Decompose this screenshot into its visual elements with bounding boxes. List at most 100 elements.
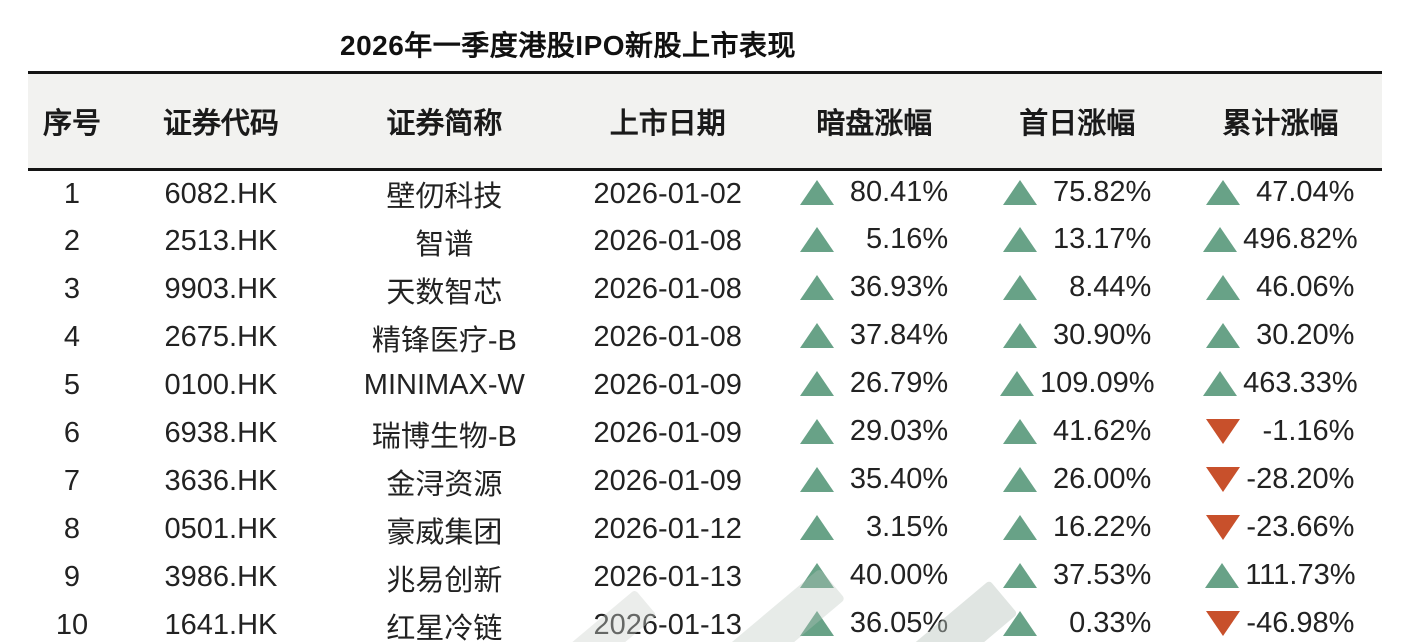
stock-code: 3636.HK — [164, 465, 278, 497]
listing-date: 2026-01-09 — [593, 417, 742, 449]
header-index: 序号 — [42, 108, 101, 140]
table-row: 9 3986.HK 兆易创新 2026-01-13 40.00% 37.53% … — [28, 554, 1382, 602]
stock-name: 智谱 — [415, 228, 474, 261]
cumulative-gain-cell: -1.16% — [1179, 410, 1382, 458]
listing-date: 2026-01-09 — [593, 465, 742, 497]
down-triangle-icon — [1206, 515, 1241, 540]
up-triangle-icon — [1003, 275, 1038, 300]
up-triangle-icon — [800, 419, 835, 444]
stock-name: 精锋医疗-B — [371, 324, 517, 357]
header-dark-pool-gain: 暗盘涨幅 — [816, 108, 933, 140]
table-row: 5 0100.HK MINIMAX-W 2026-01-09 26.79% 10… — [28, 362, 1382, 410]
row-index: 6 — [63, 417, 81, 449]
up-triangle-icon — [1003, 515, 1038, 540]
stock-name: MINIMAX-W — [363, 369, 525, 401]
cumulative-gain-cell: 46.06% — [1179, 266, 1382, 314]
page-title: 2026年一季度港股IPO新股上市表现 — [340, 30, 797, 61]
up-triangle-icon — [1203, 371, 1238, 396]
cumulative-gain-cell: 463.33% — [1179, 362, 1382, 410]
table-row: 2 2513.HK 智谱 2026-01-08 5.16% 13.17% 496… — [28, 218, 1382, 266]
up-triangle-icon — [1206, 179, 1241, 205]
stock-code: 2675.HK — [164, 321, 278, 353]
row-index: 3 — [63, 273, 81, 305]
first-day-gain-cell: 109.09% — [976, 362, 1179, 410]
cumulative-gain-cell: 496.82% — [1179, 218, 1382, 266]
dark-pool-gain-cell: 40.00% — [773, 554, 976, 602]
cumulative-gain-cell: -23.66% — [1179, 506, 1382, 554]
up-triangle-icon — [800, 371, 835, 396]
first-day-gain-cell: 13.17% — [976, 218, 1179, 266]
listing-date: 2026-01-12 — [593, 513, 742, 545]
up-triangle-icon — [800, 563, 835, 588]
table-header: 序号 证券代码 证券简称 上市日期 暗盘涨幅 首日涨幅 累计涨幅 — [28, 72, 1382, 170]
stock-name: 豪威集团 — [386, 516, 503, 549]
up-triangle-icon — [800, 323, 835, 348]
ipo-table: 序号 证券代码 证券简称 上市日期 暗盘涨幅 首日涨幅 累计涨幅 1 6082.… — [28, 71, 1382, 642]
table-row: 7 3636.HK 金浔资源 2026-01-09 35.40% 26.00% … — [28, 458, 1382, 506]
dark-pool-gain-cell: 36.05% — [773, 602, 976, 642]
table-row: 4 2675.HK 精锋医疗-B 2026-01-08 37.84% 30.90… — [28, 314, 1382, 362]
up-triangle-icon — [800, 227, 835, 252]
up-triangle-icon — [1205, 563, 1240, 588]
up-triangle-icon — [1203, 227, 1238, 252]
table-row: 3 9903.HK 天数智芯 2026-01-08 36.93% 8.44% 4… — [28, 266, 1382, 314]
stock-code: 6082.HK — [164, 177, 278, 210]
table-row: 10 1641.HK 红星冷链 2026-01-13 36.05% 0.33% … — [28, 602, 1382, 642]
row-index: 4 — [63, 321, 81, 353]
stock-code: 3986.HK — [164, 561, 278, 593]
header-row: 序号 证券代码 证券简称 上市日期 暗盘涨幅 首日涨幅 累计涨幅 — [28, 72, 1382, 170]
header-stock-name: 证券简称 — [386, 108, 503, 140]
row-index: 5 — [63, 369, 81, 401]
cumulative-gain-cell: -46.98% — [1179, 602, 1382, 642]
first-day-gain-cell: 16.22% — [976, 506, 1179, 554]
dark-pool-gain-cell: 35.40% — [773, 458, 976, 506]
header-listing-date: 上市日期 — [609, 108, 726, 140]
stock-name: 瑞博生物-B — [371, 420, 517, 453]
stock-name: 壁仞科技 — [386, 181, 503, 214]
stock-code: 0501.HK — [164, 513, 278, 545]
cumulative-gain-cell: 111.73% — [1179, 554, 1382, 602]
up-triangle-icon — [1003, 611, 1038, 636]
dark-pool-gain-cell: 29.03% — [773, 410, 976, 458]
cumulative-gain-cell: -28.20% — [1179, 458, 1382, 506]
up-triangle-icon — [800, 515, 835, 540]
cumulative-gain-cell: 30.20% — [1179, 314, 1382, 362]
dark-pool-gain-cell: 3.15% — [773, 506, 976, 554]
up-triangle-icon — [1003, 323, 1038, 348]
stock-code: 9903.HK — [164, 273, 278, 305]
listing-date: 2026-01-08 — [593, 321, 742, 353]
row-index: 2 — [63, 225, 81, 257]
first-day-gain-cell: 75.82% — [976, 170, 1179, 218]
down-triangle-icon — [1206, 467, 1241, 492]
up-triangle-icon — [1206, 323, 1241, 348]
cumulative-gain-cell: 47.04% — [1179, 170, 1382, 218]
row-index: 1 — [63, 177, 81, 210]
listing-date: 2026-01-13 — [593, 609, 742, 641]
ipo-table-body: 1 6082.HK 壁仞科技 2026-01-02 80.41% 75.82% … — [28, 170, 1382, 642]
stock-name: 兆易创新 — [386, 564, 503, 597]
down-triangle-icon — [1206, 611, 1241, 636]
first-day-gain-cell: 41.62% — [976, 410, 1179, 458]
up-triangle-icon — [1003, 227, 1038, 252]
header-first-day-gain: 首日涨幅 — [1019, 108, 1136, 140]
up-triangle-icon — [800, 611, 835, 636]
listing-date: 2026-01-08 — [593, 225, 742, 257]
first-day-gain-cell: 26.00% — [976, 458, 1179, 506]
table-row: 1 6082.HK 壁仞科技 2026-01-02 80.41% 75.82% … — [28, 170, 1382, 218]
row-index: 7 — [63, 465, 81, 497]
stock-code: 0100.HK — [164, 369, 278, 401]
up-triangle-icon — [1000, 371, 1035, 396]
row-index: 10 — [55, 609, 89, 641]
header-stock-code: 证券代码 — [162, 108, 279, 140]
up-triangle-icon — [1206, 275, 1241, 300]
dark-pool-gain-cell: 26.79% — [773, 362, 976, 410]
header-cumulative-gain: 累计涨幅 — [1222, 108, 1339, 140]
listing-date: 2026-01-08 — [593, 273, 742, 305]
table-row: 6 6938.HK 瑞博生物-B 2026-01-09 29.03% 41.62… — [28, 410, 1382, 458]
listing-date: 2026-01-02 — [593, 177, 742, 210]
first-day-gain-cell: 37.53% — [976, 554, 1179, 602]
up-triangle-icon — [800, 275, 835, 300]
stock-code: 1641.HK — [164, 609, 278, 641]
row-index: 8 — [63, 513, 81, 545]
